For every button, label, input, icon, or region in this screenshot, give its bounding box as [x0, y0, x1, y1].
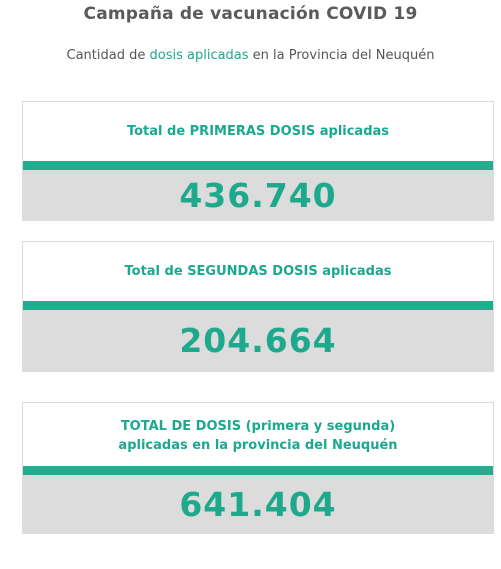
second-doses-label: Total de SEGUNDAS DOSIS aplicadas: [124, 264, 392, 279]
card-accent-bar: [23, 466, 493, 475]
total-doses-label: TOTAL DE DOSIS (primera y segunda) aplic…: [23, 403, 493, 466]
card-accent-bar: [23, 161, 493, 170]
total-doses-value: 641.404: [23, 475, 493, 533]
total-doses-label-line2: aplicadas en la provincia del Neuquén: [118, 437, 398, 453]
second-doses-card: Total de SEGUNDAS DOSIS aplicadas 204.66…: [22, 241, 494, 372]
page-title: Campaña de vacunación COVID 19: [83, 4, 418, 24]
page-subtitle: Cantidad de dosis aplicadas en la Provin…: [0, 48, 501, 63]
card-accent-bar: [23, 301, 493, 310]
first-doses-card: Total de PRIMERAS DOSIS aplicadas 436.74…: [22, 101, 494, 221]
second-doses-value: 204.664: [23, 310, 493, 371]
total-doses-card: TOTAL DE DOSIS (primera y segunda) aplic…: [22, 402, 494, 534]
first-doses-label: Total de PRIMERAS DOSIS aplicadas: [126, 124, 390, 139]
subtitle-suffix: en la Provincia del Neuquén: [248, 48, 435, 63]
subtitle-highlight: dosis aplicadas: [149, 48, 249, 63]
subtitle-prefix: Cantidad de: [66, 48, 150, 63]
total-doses-label-line1: TOTAL DE DOSIS (primera y segunda): [120, 418, 396, 434]
first-doses-value: 436.740: [23, 170, 493, 220]
